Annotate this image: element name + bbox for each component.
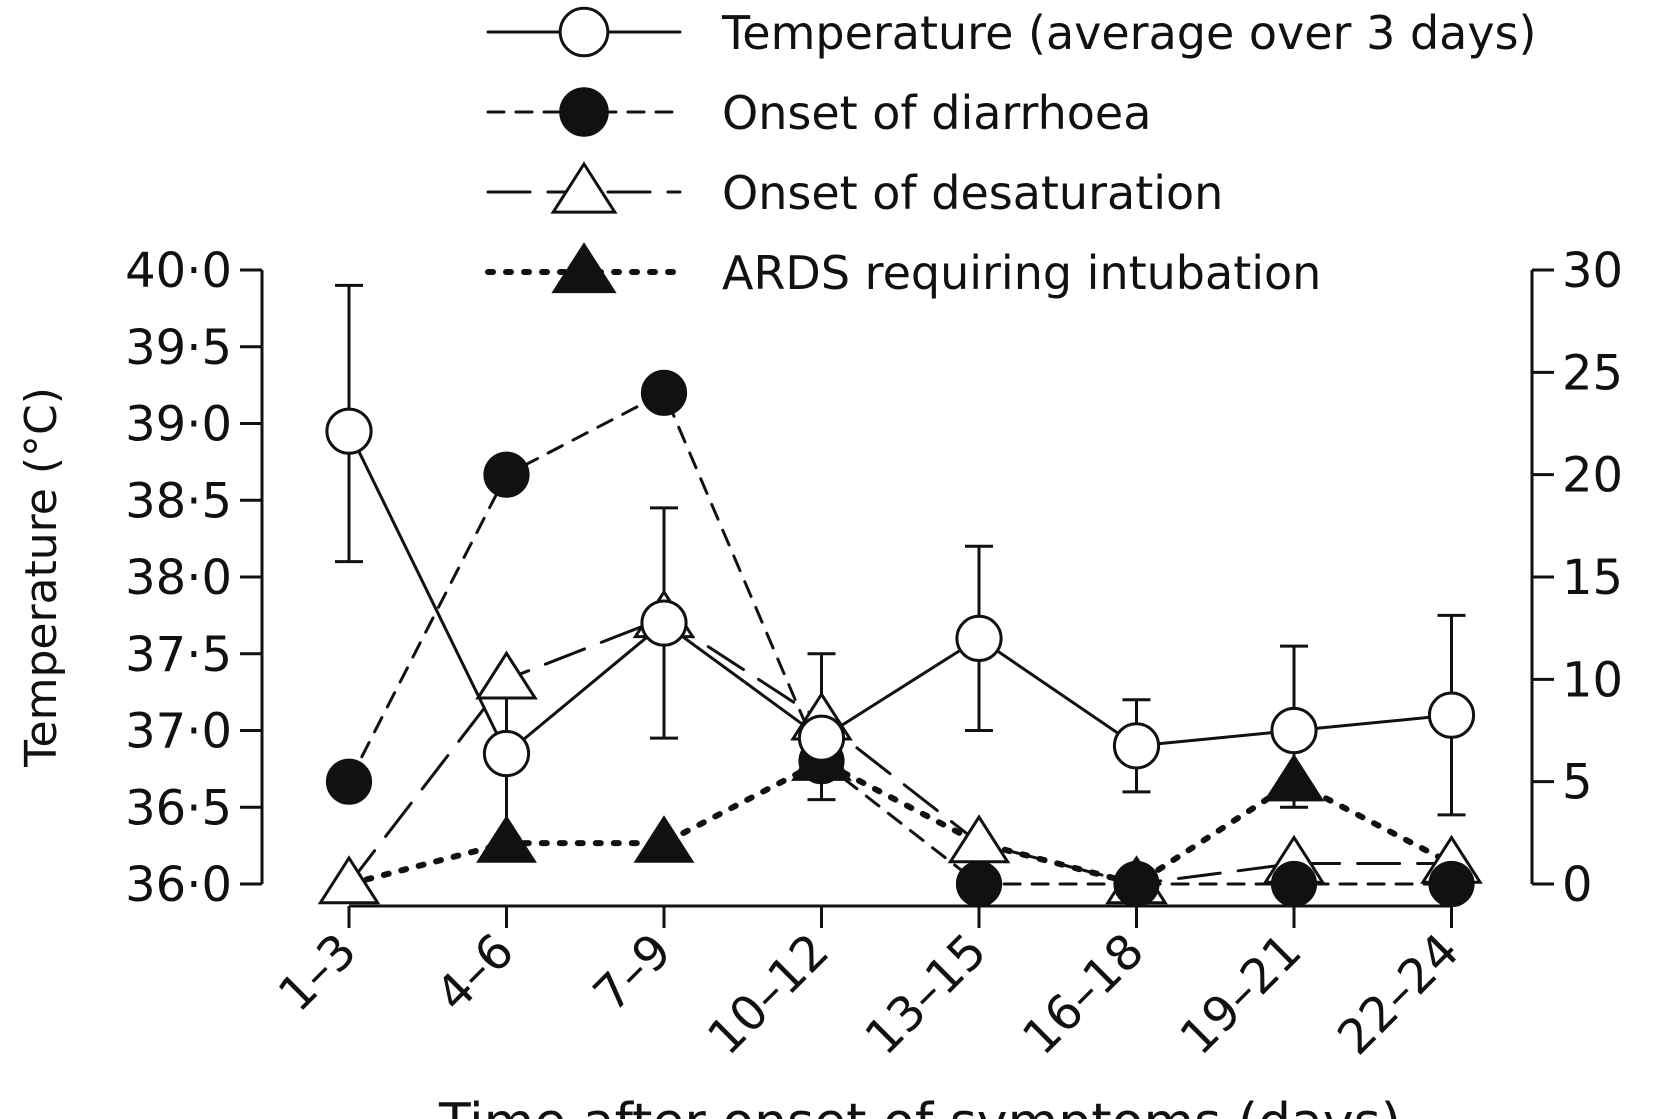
x-axis-tick-label: 7–9 bbox=[583, 923, 683, 1023]
x-axis-tick-label: 13–15 bbox=[855, 923, 998, 1066]
left-axis-tick-label: 36·5 bbox=[125, 780, 232, 836]
legend-marker-0 bbox=[558, 6, 610, 58]
x-axis-tick-label: 19–21 bbox=[1170, 923, 1313, 1066]
x-axis-tick-label: 10–12 bbox=[697, 923, 840, 1066]
legend-marker-3 bbox=[551, 242, 617, 294]
series-point-3 bbox=[633, 815, 695, 863]
series-point-2 bbox=[947, 814, 1011, 864]
legend-marker-2 bbox=[550, 161, 618, 214]
left-axis-tick-label: 39·0 bbox=[125, 397, 232, 453]
series-point-0 bbox=[1112, 722, 1161, 770]
x-axis-tick-label: 16–18 bbox=[1012, 923, 1155, 1066]
series-point-2 bbox=[317, 855, 381, 905]
x-axis-title: Time after onset of symptoms (days) bbox=[438, 1093, 1401, 1119]
right-axis-tick-label: 25 bbox=[1562, 345, 1623, 401]
series-line-1 bbox=[347, 390, 1453, 886]
series-point-0 bbox=[1427, 691, 1476, 739]
x-axis-tick-label: 1–3 bbox=[268, 923, 368, 1023]
right-axis-tick-label: 10 bbox=[1562, 652, 1623, 708]
series-point-0 bbox=[1270, 706, 1318, 755]
legend-marker-1 bbox=[559, 87, 609, 137]
series-line-2 bbox=[347, 616, 1453, 886]
series-point-0 bbox=[797, 714, 846, 762]
series-point-2 bbox=[475, 650, 538, 700]
legend-label-2: Onset of desaturation bbox=[722, 166, 1223, 220]
series-point-0 bbox=[482, 729, 531, 778]
left-axis-tick-label: 39·5 bbox=[125, 320, 232, 376]
legend-label-3: ARDS requiring intubation bbox=[722, 246, 1321, 300]
series-point-1 bbox=[483, 451, 530, 498]
right-axis-tick-label: 0 bbox=[1562, 857, 1593, 913]
left-axis-tick-label: 38·5 bbox=[125, 473, 232, 529]
left-axis-tick-label: 40·0 bbox=[125, 243, 232, 299]
left-axis-tick-label: 37·0 bbox=[125, 704, 232, 760]
series-point-1 bbox=[1270, 860, 1318, 908]
legend-label-1: Onset of diarrhoea bbox=[722, 86, 1151, 140]
right-axis-tick-label: 30 bbox=[1562, 243, 1623, 299]
series-point-0 bbox=[325, 407, 373, 455]
series-point-1 bbox=[640, 369, 688, 416]
right-axis-tick-label: 5 bbox=[1562, 755, 1593, 811]
series-point-1 bbox=[1428, 860, 1475, 908]
series-point-1 bbox=[1113, 860, 1160, 908]
x-axis-tick-label: 4–6 bbox=[425, 923, 525, 1023]
series-point-1 bbox=[955, 860, 1003, 908]
series-point-3 bbox=[476, 815, 537, 863]
left-axis-title: Temperature (°C) bbox=[16, 387, 67, 768]
series-point-1 bbox=[325, 758, 373, 805]
left-axis-tick-label: 38·0 bbox=[125, 550, 232, 606]
series-point-0 bbox=[640, 599, 688, 647]
x-axis-tick-label: 22–24 bbox=[1327, 923, 1470, 1066]
series-point-3 bbox=[1263, 753, 1325, 802]
right-axis-tick-label: 15 bbox=[1562, 550, 1623, 606]
series-line-0 bbox=[347, 429, 1453, 756]
left-axis-tick-label: 36·0 bbox=[125, 857, 232, 913]
legend-label-0: Temperature (average over 3 days) bbox=[721, 6, 1537, 60]
left-axis-tick-label: 37·5 bbox=[125, 627, 232, 683]
right-axis-tick-label: 20 bbox=[1562, 448, 1623, 504]
series-point-0 bbox=[955, 614, 1003, 663]
